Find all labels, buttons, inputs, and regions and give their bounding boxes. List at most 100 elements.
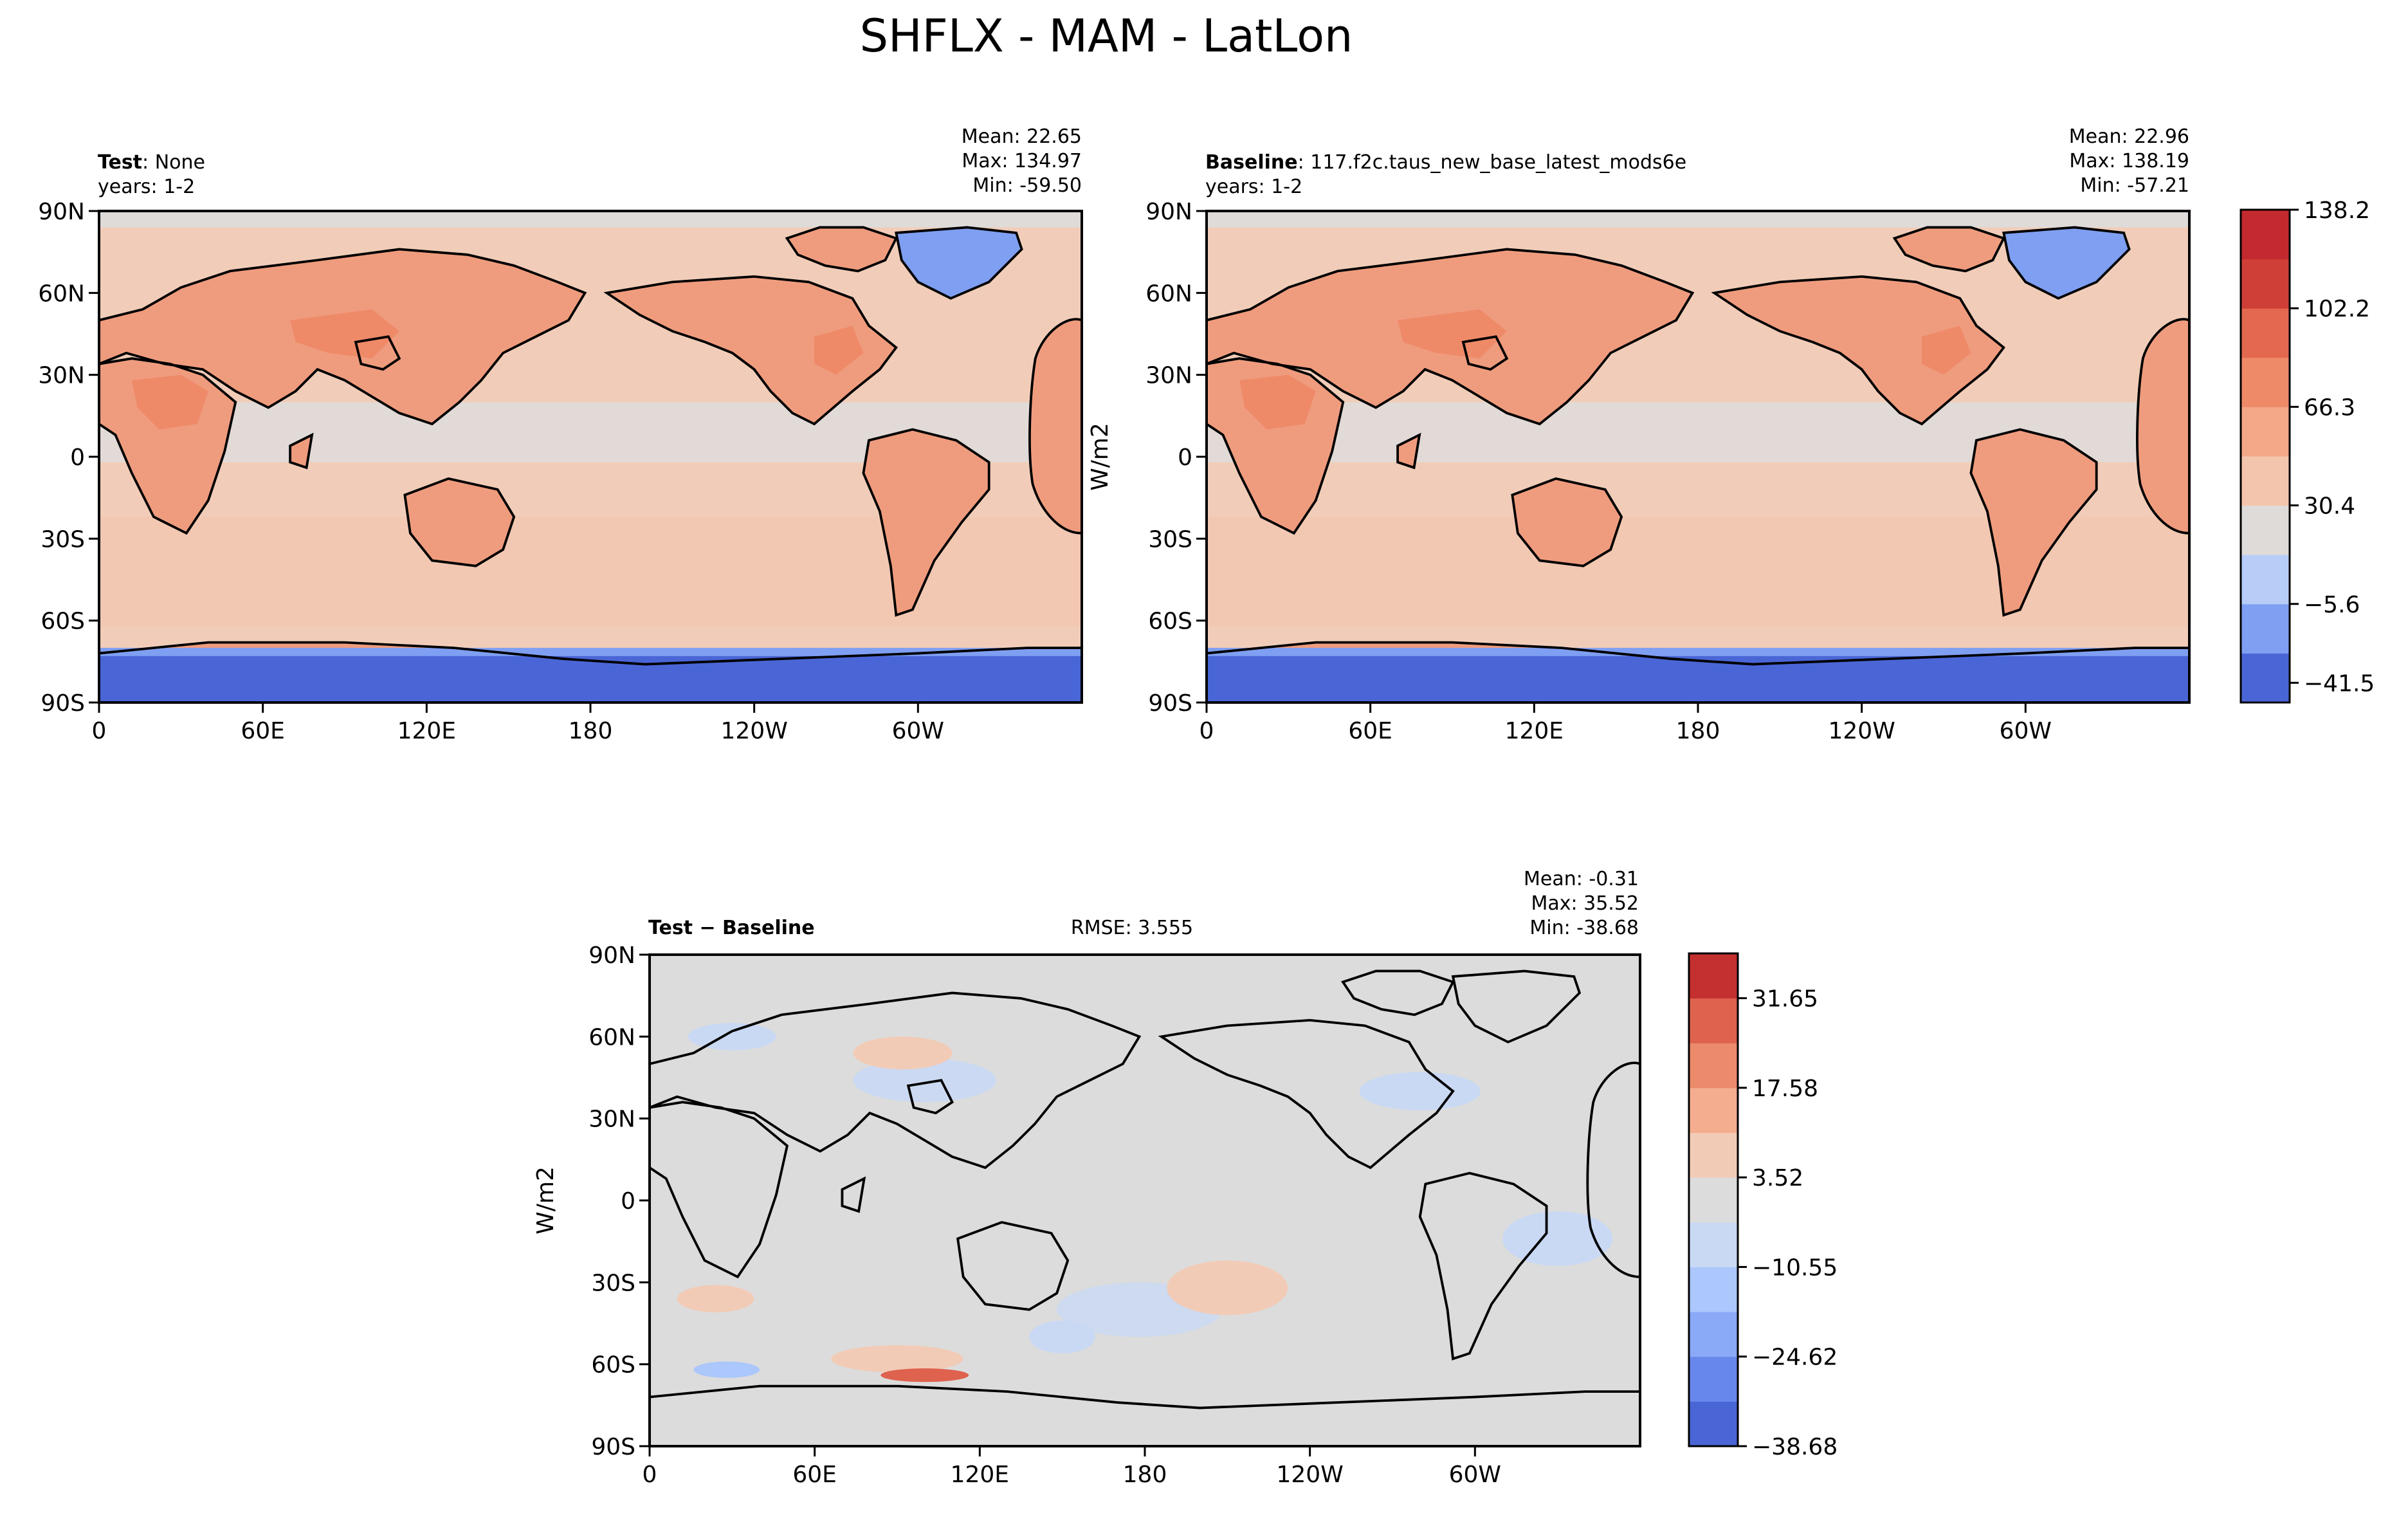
colorbar-tick-label: 3.52 [1752,1165,1803,1191]
baseline-panel-title: Baseline: 117.f2c.taus_new_base_latest_m… [1205,151,1686,174]
test-title-text: None [155,151,205,174]
y-tick-label: 90S [1148,690,1192,717]
colorbar-segment [2241,603,2290,654]
colorbar-segment [2241,653,2290,703]
colorbar-frame [1688,952,1739,1447]
diff-map-field [677,1023,1613,1382]
colorbar-tick-label: 66.3 [2304,394,2355,421]
colorbar-segment [2241,259,2290,309]
diff-stat-max: Max: 35.52 [1531,892,1639,915]
colorbar-segment [1689,1312,1738,1357]
diff-panel: Test − Baseline RMSE: 3.555 Mean: -0.31 … [533,868,1838,1488]
diff-map-background [650,955,1640,1446]
y-tick-label: 60N [1145,280,1192,307]
colorbar-frame [2239,208,2291,704]
diff-stat-min: Min: -38.68 [1529,917,1639,939]
y-tick-label: 90S [41,690,85,717]
y-tick-label: 30N [1145,363,1192,389]
y-tick-label: 30S [1148,526,1192,553]
x-tick-label: 0 [92,718,107,744]
x-tick-label: 120E [1505,718,1564,744]
baseline-title-sep: : [1298,151,1311,174]
colorbar-segment [1689,1177,1738,1223]
colorbar-segment [1689,1043,1738,1088]
test-axes: 0 60E 120E 180 120W 60W 90N 60N 30N 0 30S 60S 90S [38,199,944,744]
colorbar-segment [2241,210,2290,260]
test-title-bold: Test [98,151,142,174]
baseline-stat-min: Min: -57.21 [2080,174,2189,197]
y-tick-label: 60S [1148,609,1192,635]
colorbar-tick-label: −24.62 [1752,1345,1838,1371]
x-tick-label: 60W [1449,1462,1501,1488]
colorbar-segment [2241,407,2290,457]
x-tick-label: 60E [1348,718,1392,744]
colorbar-segment [2241,555,2290,605]
colorbar-tick-label: 31.65 [1752,986,1818,1013]
colorbar-tick-label: −5.6 [2304,592,2360,618]
y-tick-label: 0 [1178,445,1192,471]
colorbar-tick-label: 102.2 [2304,296,2370,322]
y-tick-label: 60N [588,1024,635,1051]
x-tick-label: 0 [643,1462,657,1488]
y-tick-label: 30S [591,1270,635,1296]
colorbar-segment [1689,1267,1738,1312]
y-tick-label: 60N [38,280,85,307]
colorbar-tick-label: 30.4 [2304,493,2355,520]
test-panel: Test: None years: 1-2 Mean: 22.65 Max: 1… [38,125,1083,744]
baseline-years: years: 1-2 [1205,176,1302,198]
colorbar-segment [1689,998,1738,1043]
x-tick-label: 120W [1277,1462,1344,1488]
y-tick-label: 90S [591,1434,635,1460]
colorbar-segment [1689,1222,1738,1267]
x-tick-label: 60W [2000,718,2052,744]
baseline-title-text: 117.f2c.taus_new_base_latest_mods6e [1310,151,1686,174]
colorbar-segment [1689,1087,1738,1134]
colorbar-tick-label: 17.58 [1752,1076,1818,1102]
colorbar-segment [1689,1401,1738,1447]
colorbar-segment [2241,308,2290,358]
colorbar-segment [2241,456,2290,506]
figure-title: SHFLX - MAM - LatLon [860,10,1353,62]
x-tick-label: 120E [951,1462,1009,1488]
diff-axes: 0 60E 120E 180 120W 60W 90N 60N 30N 0 30S 60S 90S [588,942,1501,1488]
x-tick-label: 0 [1199,718,1214,744]
x-tick-label: 180 [1123,1462,1167,1488]
diff-rmse: RMSE: 3.555 [1071,917,1193,939]
baseline-stat-max: Max: 138.19 [2069,150,2189,172]
baseline-title-bold: Baseline [1205,151,1298,174]
x-tick-label: 60E [792,1462,837,1488]
x-tick-label: 60E [241,718,285,744]
test-stat-max: Max: 134.97 [962,150,1082,172]
y-tick-label: 60S [591,1352,635,1379]
y-tick-label: 60S [41,609,85,635]
baseline-panel: Baseline: 117.f2c.taus_new_base_latest_m… [1087,125,2375,744]
diff-colorbar-label: W/m2 [533,1166,559,1235]
test-stat-mean: Mean: 22.65 [962,125,1082,148]
test-years: years: 1-2 [98,176,195,198]
baseline-map [1207,211,2189,702]
test-panel-title: Test: None [98,151,205,174]
colorbar-tick-label: −10.55 [1752,1254,1838,1281]
upper-colorbar-label: W/m2 [1087,423,1113,491]
y-tick-label: 30N [588,1106,635,1133]
diff-colorbar: 31.65 17.58 3.52 −10.55 −24.62 −38.68 [1688,952,1838,1460]
x-tick-label: 180 [569,718,613,744]
colorbar-segment [1689,1356,1738,1402]
baseline-map-field [1207,211,2189,702]
colorbar-tick-label: −38.68 [1752,1434,1838,1460]
colorbar-tick-label: −41.5 [2304,670,2375,697]
colorbar-segment [1689,1132,1738,1178]
x-tick-label: 120W [1829,718,1895,744]
y-tick-label: 30S [41,526,85,553]
y-tick-label: 30N [38,363,85,389]
test-map [99,211,1082,702]
colorbar-tick-label: 138.2 [2304,197,2370,224]
upper-colorbar: 138.2 102.2 66.3 30.4 −5.6 −41.5 [2239,197,2375,704]
x-tick-label: 60W [892,718,944,744]
baseline-stat-mean: Mean: 22.96 [2069,125,2189,148]
test-title-sep: : [142,151,155,174]
baseline-axes: 0 60E 120E 180 120W 60W 90N 60N 30N 0 30S 60S 90S [1145,199,2052,744]
diff-stat-mean: Mean: -0.31 [1524,868,1639,890]
test-stat-min: Min: -59.50 [972,174,1082,197]
